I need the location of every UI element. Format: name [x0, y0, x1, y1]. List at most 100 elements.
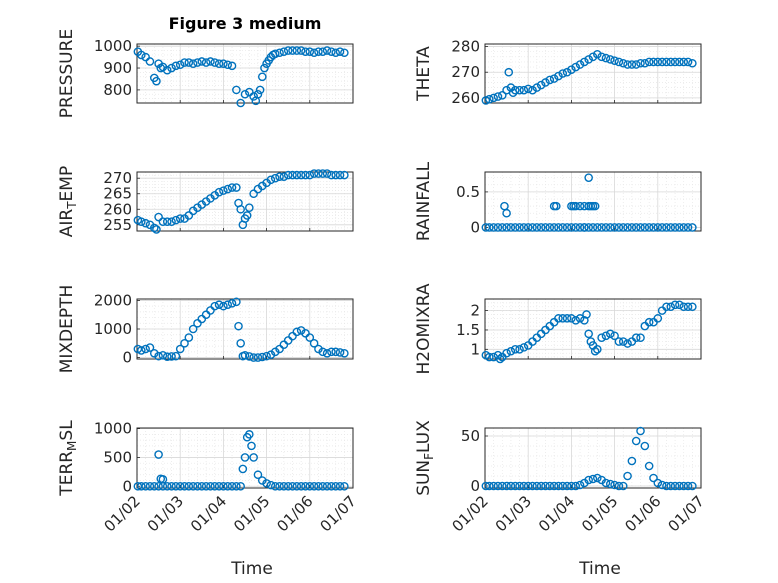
data-point: [275, 344, 284, 354]
data-point: [590, 346, 600, 356]
data-point: [283, 336, 293, 345]
data-series: [481, 300, 697, 364]
data-point: [232, 183, 241, 192]
data-point: [340, 481, 349, 491]
data-point: [515, 481, 524, 491]
data-point: [314, 481, 323, 491]
data-point: [197, 57, 207, 66]
data-point: [536, 80, 546, 90]
data-point: [575, 60, 585, 69]
data-point: [558, 223, 568, 232]
data-point: [679, 57, 689, 67]
data-point: [322, 481, 332, 491]
data-point: [279, 172, 289, 181]
y-tick-label: 260: [103, 200, 132, 218]
data-point: [335, 47, 345, 56]
data-point: [636, 223, 645, 232]
data-point: [506, 83, 516, 92]
data-point: [636, 58, 645, 68]
data-point: [575, 223, 585, 232]
data-point: [270, 49, 280, 59]
data-point: [614, 223, 624, 232]
data-point: [158, 217, 168, 226]
y-axis-label: AIRTEMP: [57, 166, 79, 237]
y-tick-label: 0: [470, 218, 480, 236]
data-point: [141, 52, 150, 62]
data-point: [489, 93, 498, 103]
data-series: [481, 49, 697, 105]
data-point: [536, 481, 546, 491]
data-point: [301, 481, 310, 491]
data-point: [590, 201, 600, 211]
data-point: [605, 329, 615, 339]
data-point: [485, 94, 494, 104]
data-point: [253, 89, 263, 99]
data-point: [567, 223, 576, 232]
data-point: [266, 480, 276, 490]
data-point: [571, 481, 581, 491]
data-point: [305, 333, 315, 342]
data-point: [322, 348, 332, 358]
data-point: [249, 353, 258, 362]
data-point: [567, 481, 576, 491]
data-point: [551, 201, 561, 211]
data-point: [515, 345, 524, 354]
data-point: [493, 481, 503, 491]
data-point: [238, 464, 248, 474]
data-point: [292, 327, 302, 337]
y-axis-label: RAINFALL: [414, 161, 434, 241]
data-point: [631, 223, 641, 232]
data-point: [219, 481, 228, 491]
data-point: [236, 204, 245, 214]
data-point: [340, 48, 349, 58]
data-point: [219, 59, 228, 68]
y-tick-label: 270: [451, 63, 480, 81]
data-point: [618, 223, 628, 232]
data-point: [227, 61, 237, 71]
x-tick-label: 01/04: [535, 492, 578, 535]
data-point: [162, 481, 172, 491]
data-point: [614, 481, 624, 491]
data-point: [571, 315, 581, 325]
data-point: [519, 85, 529, 95]
data-point: [549, 223, 559, 232]
data-point: [582, 310, 591, 319]
plot-border: [484, 298, 702, 360]
data-point: [275, 172, 284, 181]
x-tick-label: 01/02: [449, 492, 492, 535]
y-tick-label: 1: [470, 340, 480, 358]
data-point: [657, 57, 667, 67]
data-series: [133, 297, 349, 362]
data-point: [510, 85, 520, 95]
data-point: [662, 223, 671, 232]
data-point: [154, 351, 163, 361]
plot-border: [136, 171, 354, 232]
data-point: [236, 98, 245, 108]
data-point: [340, 348, 349, 358]
y-tick-label: 50: [461, 427, 480, 445]
plot-border: [136, 427, 354, 489]
data-point: [575, 201, 585, 211]
data-point: [175, 344, 185, 354]
data-point: [145, 481, 155, 491]
data-point: [554, 481, 563, 491]
data-point: [519, 481, 529, 491]
data-point: [301, 170, 310, 180]
data-point: [145, 57, 155, 66]
data-point: [532, 83, 542, 92]
data-point: [137, 50, 146, 60]
data-point: [683, 481, 693, 491]
data-point: [666, 481, 676, 491]
data-point: [245, 352, 254, 361]
data-point: [318, 47, 328, 56]
data-point: [618, 337, 628, 346]
data-point: [662, 302, 671, 312]
data-point: [279, 340, 289, 350]
data-point: [266, 175, 276, 185]
y-tick-label: 1.5: [456, 321, 480, 339]
data-point: [180, 481, 189, 491]
data-point: [627, 223, 637, 232]
data-point: [649, 223, 658, 232]
